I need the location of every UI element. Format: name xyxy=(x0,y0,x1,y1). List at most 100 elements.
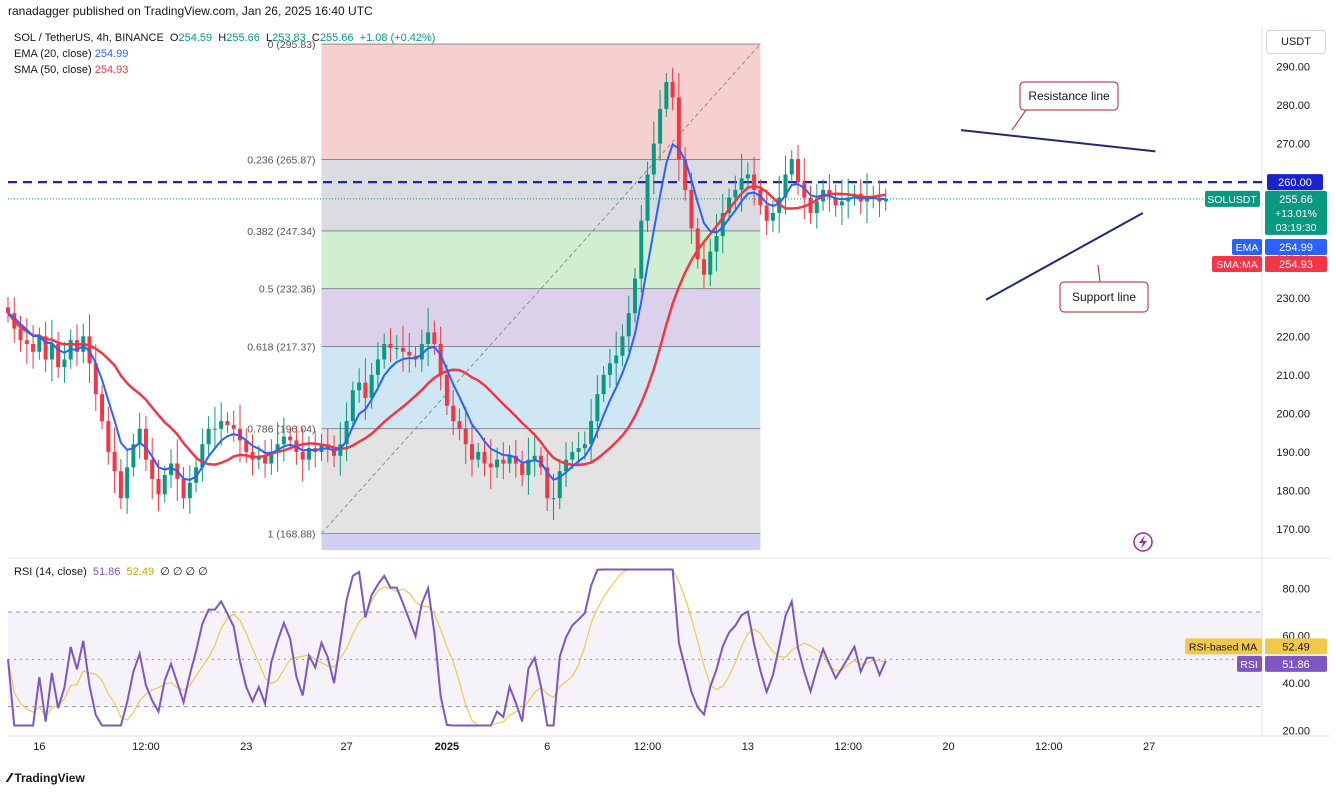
candle xyxy=(796,144,801,195)
candle-body xyxy=(394,347,399,349)
close-label: C xyxy=(311,32,320,44)
candle xyxy=(745,162,750,190)
candle xyxy=(620,324,625,367)
price-tick-label: 230.00 xyxy=(1276,293,1310,305)
candle xyxy=(382,333,387,369)
candle-body xyxy=(689,189,694,229)
candle xyxy=(457,408,462,441)
candle xyxy=(476,443,481,468)
candle xyxy=(720,194,725,254)
candle xyxy=(388,328,393,363)
candle xyxy=(269,439,274,475)
candle xyxy=(689,172,694,245)
candle-body xyxy=(169,463,174,476)
alert-lightning-bolt xyxy=(1139,535,1147,549)
candle xyxy=(695,218,700,269)
candle xyxy=(683,147,688,201)
candle xyxy=(444,364,449,416)
candle xyxy=(469,425,474,477)
candle-body xyxy=(143,428,148,460)
candle xyxy=(24,318,29,364)
candle xyxy=(545,453,550,512)
candle-body xyxy=(570,451,575,460)
candle xyxy=(426,308,431,366)
rsi-tick-label: 20.00 xyxy=(1282,725,1310,737)
resistance-callout-label: Resistance line xyxy=(1028,89,1110,103)
candle-body xyxy=(582,444,587,449)
candle-body xyxy=(93,363,98,395)
symbol-tag xyxy=(1205,190,1260,207)
fib-level-label: 0.786 (196.04) xyxy=(247,424,315,436)
fib-zone-0.786 xyxy=(321,428,761,534)
candle-body xyxy=(106,421,111,452)
candle-body xyxy=(281,436,286,445)
candle-body xyxy=(357,382,362,391)
candle xyxy=(589,399,594,465)
candle xyxy=(250,434,255,476)
symbol-title: SOL / TetherUS, 4h, BINANCE xyxy=(14,32,164,44)
candle xyxy=(607,349,612,388)
candle-body xyxy=(532,455,537,460)
candle-body xyxy=(31,344,36,352)
candle xyxy=(231,410,236,442)
open-label: O xyxy=(169,32,179,44)
candle-body xyxy=(770,212,775,221)
candle xyxy=(463,406,468,465)
candle-body xyxy=(701,259,706,275)
candle-body xyxy=(56,344,61,368)
candle xyxy=(244,428,249,463)
time-tick-label: 27 xyxy=(1143,741,1155,753)
candle-body xyxy=(683,159,688,190)
candle-body xyxy=(288,436,293,441)
candle-body xyxy=(43,336,48,360)
candle-body xyxy=(225,421,230,425)
candle-body xyxy=(664,81,669,109)
candle-body xyxy=(864,197,869,202)
candle-body xyxy=(727,197,732,213)
candle-body xyxy=(620,336,625,356)
candle-body xyxy=(407,351,412,356)
last-price-tag xyxy=(1265,190,1327,235)
candle-body xyxy=(18,328,23,341)
rsi-tick-label: 40.00 xyxy=(1282,678,1310,690)
candle-body xyxy=(432,332,437,345)
candle xyxy=(31,325,36,369)
candle xyxy=(93,344,98,412)
candle-body xyxy=(658,108,663,144)
ema-tag-value-box xyxy=(1265,239,1327,255)
candle-body xyxy=(883,198,888,202)
sma-info: SMA (50, close) 254.93 xyxy=(14,64,128,76)
price-tick-label: 180.00 xyxy=(1276,485,1310,497)
resistance-trendline xyxy=(960,129,1156,153)
rsi-empty-values: ∅ ∅ ∅ ∅ xyxy=(160,566,208,578)
candle-body xyxy=(237,428,242,441)
candle xyxy=(118,459,123,509)
candle xyxy=(306,436,311,471)
sma-tag-label: SMA:MA xyxy=(1216,259,1257,271)
low-label: L xyxy=(266,32,273,44)
support-callout-label: Support line xyxy=(1072,290,1136,304)
candle xyxy=(350,381,355,430)
last-price-value: 255.66 xyxy=(1279,194,1313,206)
candle-body xyxy=(733,189,738,198)
candle xyxy=(56,332,61,378)
time-tick-label: 12:00 xyxy=(132,741,160,753)
candle xyxy=(733,175,738,211)
tradingview-logo[interactable]: ⁄⁄ TradingView xyxy=(8,770,85,785)
currency-button[interactable]: USDT xyxy=(1266,30,1326,54)
price-tick-label: 270.00 xyxy=(1276,139,1310,151)
candle-body xyxy=(507,455,512,464)
candle-body xyxy=(401,347,406,352)
candle-body xyxy=(607,363,612,375)
candle xyxy=(633,268,637,323)
candle-body xyxy=(695,228,700,260)
candle-body xyxy=(388,344,393,348)
candle xyxy=(614,331,619,386)
candle-body xyxy=(639,220,644,279)
candle xyxy=(676,73,681,181)
candle-body xyxy=(589,421,594,445)
time-tick-label: 13 xyxy=(742,741,754,753)
candle-body xyxy=(438,344,443,375)
candle-body xyxy=(263,455,268,464)
